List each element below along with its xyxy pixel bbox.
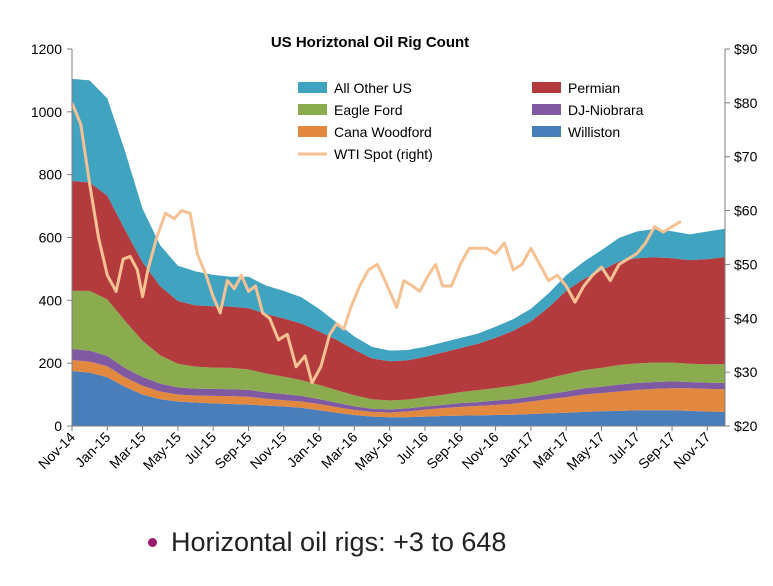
legend-swatch-eagle-ford: [298, 104, 327, 115]
legend-label-cana-woodford: Cana Woodford: [334, 124, 432, 140]
x-tick-label: Sep-16: [423, 429, 466, 472]
y-right-tick-label: $70: [734, 149, 758, 165]
y-right-tick-label: $50: [734, 256, 758, 272]
area-cana-woodford: [72, 360, 725, 418]
x-tick-label: Sep-17: [635, 429, 678, 472]
legend-label-eagle-ford: Eagle Ford: [334, 102, 402, 118]
wti-line-layer: [70, 102, 682, 385]
x-tick-label: May-17: [563, 429, 607, 473]
x-tick-label: May-16: [351, 429, 395, 473]
area-permian: [72, 180, 725, 401]
x-tick-label: Nov-16: [458, 429, 501, 472]
area-eagle-ford: [72, 290, 725, 410]
y-right-tick-label: $20: [734, 418, 758, 434]
x-tick-label: Jan-15: [72, 429, 114, 471]
chart-title: US Horiztonal Oil Rig Count: [271, 34, 469, 51]
y-right-tick-label: $40: [734, 310, 758, 326]
legend-swatch-dj-niobrara: [532, 104, 561, 115]
y-left-tick-label: 0: [54, 418, 62, 434]
legend-label-permian: Permian: [568, 80, 620, 96]
summary-bullet: Horizontal oil rigs: +3 to 648: [148, 527, 506, 558]
y-left-tick-label: 600: [39, 230, 63, 246]
bullet-dot-icon: [148, 538, 157, 547]
area-all-other-us: [72, 78, 725, 362]
x-tick-label: May-15: [140, 429, 184, 473]
x-tick-label: Nov-15: [247, 429, 290, 472]
stacked-areas: [72, 78, 725, 426]
legend: All Other US Permian Eagle Ford DJ-Niobrara…: [298, 80, 644, 162]
x-tick-label: Jan-16: [284, 429, 326, 471]
y-right-tick-label: $90: [734, 41, 758, 57]
y-left-tick-label: 200: [39, 355, 63, 371]
y-left-tick-label: 400: [39, 292, 63, 308]
legend-swatch-cana-woodford: [298, 126, 327, 137]
y-right-tick-label: $60: [734, 203, 758, 219]
rig-count-chart: US Horiztonal Oil Rig Count 0 200 400 600 80…: [31, 34, 758, 473]
area-dj-niobrara: [72, 349, 725, 413]
x-tick-label: Sep-15: [211, 429, 254, 472]
legend-label-dj-niobrara: DJ-Niobrara: [568, 102, 644, 118]
y-left-tick-label: 800: [39, 167, 63, 183]
legend-swatch-all-other-us: [298, 82, 327, 93]
y-right-tick-label: $80: [734, 95, 758, 111]
y-right-tick-label: $30: [734, 364, 758, 380]
x-tick-label: Jan-17: [495, 429, 537, 471]
legend-label-williston: Williston: [568, 124, 620, 140]
x-tick-label: Nov-14: [35, 429, 78, 472]
y-left-tick-label: 1200: [31, 41, 62, 57]
legend-swatch-permian: [532, 82, 561, 93]
x-tick-label: Nov-17: [670, 429, 713, 472]
summary-text: Horizontal oil rigs: +3 to 648: [171, 527, 507, 557]
legend-swatch-williston: [532, 126, 561, 137]
area-williston: [72, 371, 725, 426]
wti-spot-line: [70, 102, 682, 385]
legend-label-all-other-us: All Other US: [334, 80, 412, 96]
y-left-tick-label: 1000: [31, 104, 62, 120]
legend-label-wti-spot-right: WTI Spot (right): [334, 146, 433, 162]
